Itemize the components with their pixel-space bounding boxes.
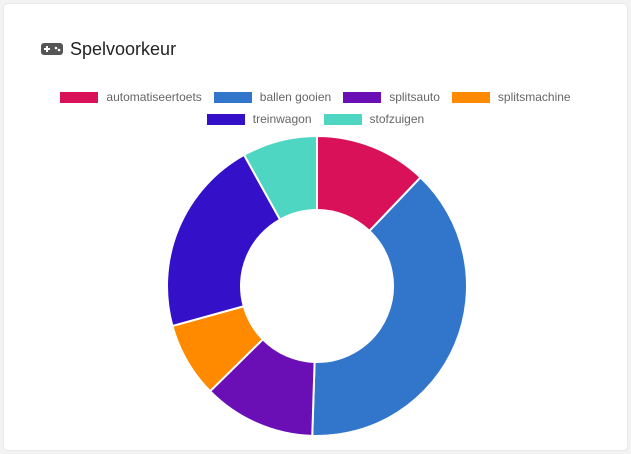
legend-row: automatiseertoets ballen gooien splitsauto…: [0, 86, 631, 108]
legend-swatch: [60, 91, 99, 103]
slice-stofzuigen[interactable]: [242, 134, 318, 221]
legend-swatch: [343, 91, 382, 103]
legend-item-treinwagon[interactable]: treinwagon: [206, 112, 312, 126]
legend-swatch: [323, 113, 362, 125]
legend-label: stofzuigen: [369, 112, 425, 126]
slice-ballen-gooien[interactable]: [311, 176, 468, 437]
gamepad-icon: [40, 41, 64, 57]
legend-item-splitsmachine[interactable]: splitsmachine: [451, 90, 571, 104]
legend-item-automatiseertoets[interactable]: automatiseertoets: [60, 90, 202, 104]
legend-row: treinwagon stofzuigen: [0, 108, 631, 130]
legend-item-ballen-gooien[interactable]: ballen gooien: [213, 90, 332, 104]
legend-label: automatiseertoets: [106, 90, 202, 104]
legend-label: ballen gooien: [259, 90, 332, 104]
legend-label: treinwagon: [252, 112, 312, 126]
chart-title: Spelvoorkeur: [70, 38, 177, 59]
chart-legend: automatiseertoets ballen gooien splitsauto…: [0, 86, 631, 130]
card-header: Spelvoorkeur: [40, 36, 176, 62]
legend-label: splitsmachine: [497, 90, 571, 104]
legend-item-stofzuigen[interactable]: stofzuigen: [323, 112, 425, 126]
legend-item-splitsauto[interactable]: splitsauto: [343, 90, 440, 104]
legend-label: splitsauto: [389, 90, 440, 104]
legend-swatch: [451, 91, 490, 103]
legend-swatch: [213, 91, 252, 103]
slice-treinwagon[interactable]: [166, 153, 282, 328]
legend-swatch: [206, 113, 245, 125]
